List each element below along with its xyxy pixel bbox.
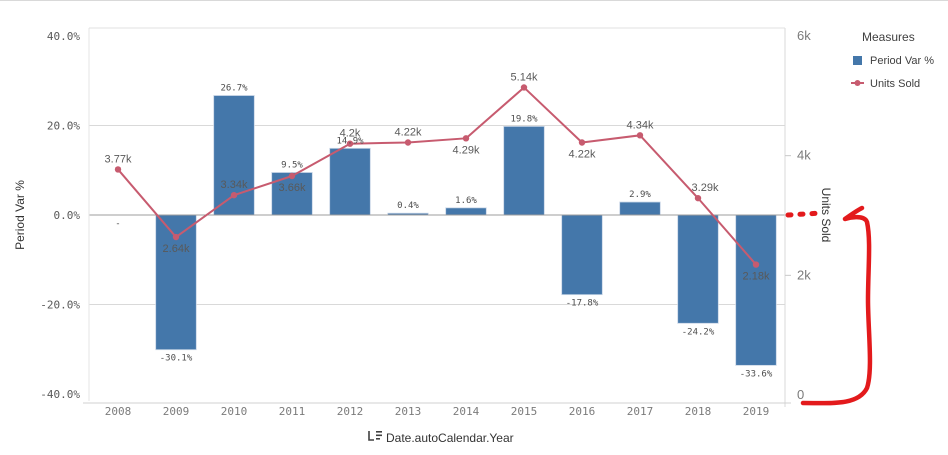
bar-label: -17.8% xyxy=(566,299,599,309)
red-annotation-arrow xyxy=(785,205,873,406)
line-label: 4.29k xyxy=(453,144,480,156)
top-border xyxy=(0,0,948,1)
line-series xyxy=(114,84,760,268)
legend-item-period-var[interactable]: Period Var % xyxy=(853,55,934,67)
legend: Measures Period Var % Units Sold xyxy=(851,30,934,90)
line-label: 3.66k xyxy=(279,182,306,194)
y2-tick-label: 2k xyxy=(797,267,811,282)
line-point xyxy=(752,261,760,268)
x-tick-label: 2014 xyxy=(453,405,480,418)
line-point xyxy=(636,132,644,139)
bar-label: -33.6% xyxy=(740,369,773,379)
y2-tick-label: 4k xyxy=(797,148,811,163)
bar-label: 9.5% xyxy=(281,160,303,170)
axes: 40.0% 20.0% 0.0% -20.0% -40.0% 6k 4k 2k 0 2008 200… xyxy=(40,27,811,418)
x-axis-title: Date.autoCalendar.Year xyxy=(386,431,514,445)
legend-label-units-sold: Units Sold xyxy=(870,78,920,90)
x-tick-label: 2013 xyxy=(395,405,422,418)
line-point xyxy=(578,139,586,146)
y-tick-label: -40.0% xyxy=(40,388,80,401)
line-label: 2.64k xyxy=(163,243,190,255)
bar xyxy=(677,214,719,324)
annotation-dotted-line xyxy=(785,210,825,218)
legend-swatch-dot-icon xyxy=(854,80,861,86)
x-tick-label: 2017 xyxy=(627,405,654,418)
x-tick-label: 2008 xyxy=(105,405,132,418)
line-label: 4.22k xyxy=(395,127,422,139)
bar-label: 2.9% xyxy=(629,190,651,200)
line-point xyxy=(230,191,238,199)
sort-dimension-icon xyxy=(368,431,382,441)
x-tick-label: 2012 xyxy=(337,405,364,418)
line-point xyxy=(172,233,180,241)
line-label: 5.14k xyxy=(511,71,538,83)
x-tick-label: 2009 xyxy=(163,405,190,418)
legend-item-units-sold[interactable]: Units Sold xyxy=(851,78,920,90)
line-label: 2.18k xyxy=(743,271,770,283)
legend-swatch-bar-icon xyxy=(853,56,862,65)
line-point xyxy=(346,140,354,147)
bar-label: -24.2% xyxy=(682,327,715,337)
y-tick-label: -20.0% xyxy=(40,299,80,312)
line-label: 4.34k xyxy=(627,119,654,131)
units-sold-line xyxy=(117,86,757,266)
legend-title: Measures xyxy=(862,30,915,44)
line-point xyxy=(404,139,412,146)
bar-label: 26.7% xyxy=(220,84,248,94)
gridlines xyxy=(89,125,785,305)
bar-label: 14.9% xyxy=(336,136,364,146)
line-label: 3.77k xyxy=(105,153,132,165)
bar xyxy=(619,201,661,216)
bar xyxy=(445,207,487,216)
line-point xyxy=(520,84,528,91)
bar-label: 0.4% xyxy=(397,201,419,211)
x-axis-title-group[interactable]: Date.autoCalendar.Year xyxy=(368,431,514,445)
bar xyxy=(735,214,777,366)
x-tick-label: 2018 xyxy=(685,405,712,418)
y-axis-title: Period Var % xyxy=(13,180,27,250)
bar xyxy=(503,125,545,216)
bar-label: -30.1% xyxy=(160,354,193,364)
x-tick-label: 2011 xyxy=(279,405,306,418)
line-point xyxy=(694,194,702,202)
line-label: 4.2k xyxy=(340,128,361,140)
y2-axis-title: Units Sold xyxy=(819,188,833,243)
annotation-arrow-path xyxy=(800,205,873,406)
bar-label: 1.6% xyxy=(455,196,477,206)
bar-label: - xyxy=(115,219,120,229)
data-labels: - -30.1% 26.7% 9.5% 14.9% 0.4% 1.6% 19.8% -17.8%… xyxy=(105,71,773,379)
y2-tick-label: 0 xyxy=(797,387,804,402)
line-point xyxy=(288,172,296,180)
line-point xyxy=(462,135,470,142)
x-tick-label: 2015 xyxy=(511,405,538,418)
legend-label-period-var: Period Var % xyxy=(870,55,934,67)
line-label: 3.29k xyxy=(692,182,719,194)
x-tick-label: 2016 xyxy=(569,405,596,418)
line-label: 4.22k xyxy=(569,149,596,161)
bar-label: 19.8% xyxy=(510,114,538,124)
x-tick-label: 2010 xyxy=(221,405,248,418)
bar xyxy=(329,147,371,216)
line-label: 3.34k xyxy=(221,179,248,191)
y-tick-label: 0.0% xyxy=(54,209,81,222)
y2-tick-label: 6k xyxy=(797,28,811,43)
line-point xyxy=(114,166,122,173)
x-tick-label: 2019 xyxy=(743,405,770,418)
bar xyxy=(561,214,603,296)
y-tick-label: 40.0% xyxy=(47,30,80,43)
y-tick-label: 20.0% xyxy=(47,120,80,133)
